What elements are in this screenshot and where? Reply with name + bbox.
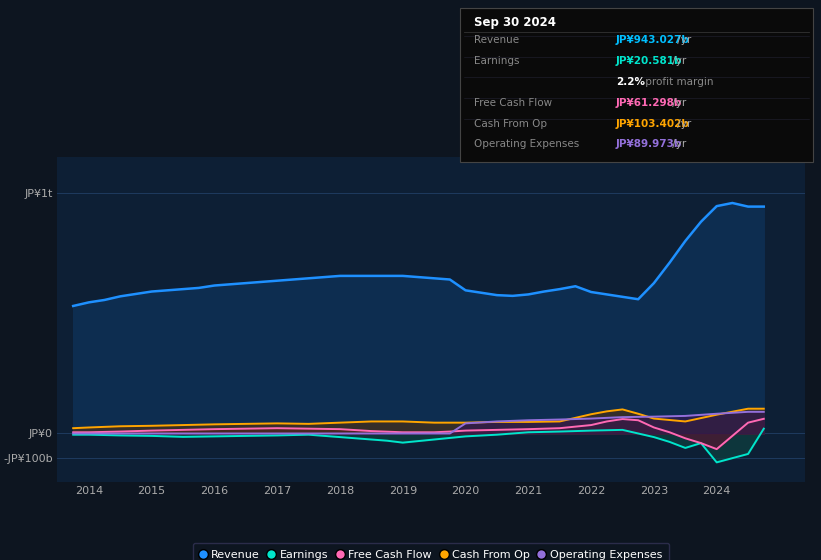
Text: JP¥943.027b: JP¥943.027b <box>616 35 690 45</box>
Text: /yr: /yr <box>669 139 686 150</box>
Text: JP¥20.581b: JP¥20.581b <box>616 56 682 66</box>
Text: Free Cash Flow: Free Cash Flow <box>474 98 552 108</box>
Text: /yr: /yr <box>675 119 692 129</box>
Text: Cash From Op: Cash From Op <box>474 119 547 129</box>
Legend: Revenue, Earnings, Free Cash Flow, Cash From Op, Operating Expenses: Revenue, Earnings, Free Cash Flow, Cash … <box>193 543 669 560</box>
Text: JP¥103.402b: JP¥103.402b <box>616 119 690 129</box>
Text: Earnings: Earnings <box>474 56 519 66</box>
Text: Operating Expenses: Operating Expenses <box>474 139 579 150</box>
Text: JP¥89.973b: JP¥89.973b <box>616 139 682 150</box>
Text: 2.2%: 2.2% <box>616 77 644 87</box>
Text: /yr: /yr <box>675 35 692 45</box>
Text: /yr: /yr <box>669 56 686 66</box>
Text: Revenue: Revenue <box>474 35 519 45</box>
Text: /yr: /yr <box>669 98 686 108</box>
Text: JP¥61.298b: JP¥61.298b <box>616 98 682 108</box>
Text: profit margin: profit margin <box>642 77 713 87</box>
Text: Sep 30 2024: Sep 30 2024 <box>474 16 556 29</box>
